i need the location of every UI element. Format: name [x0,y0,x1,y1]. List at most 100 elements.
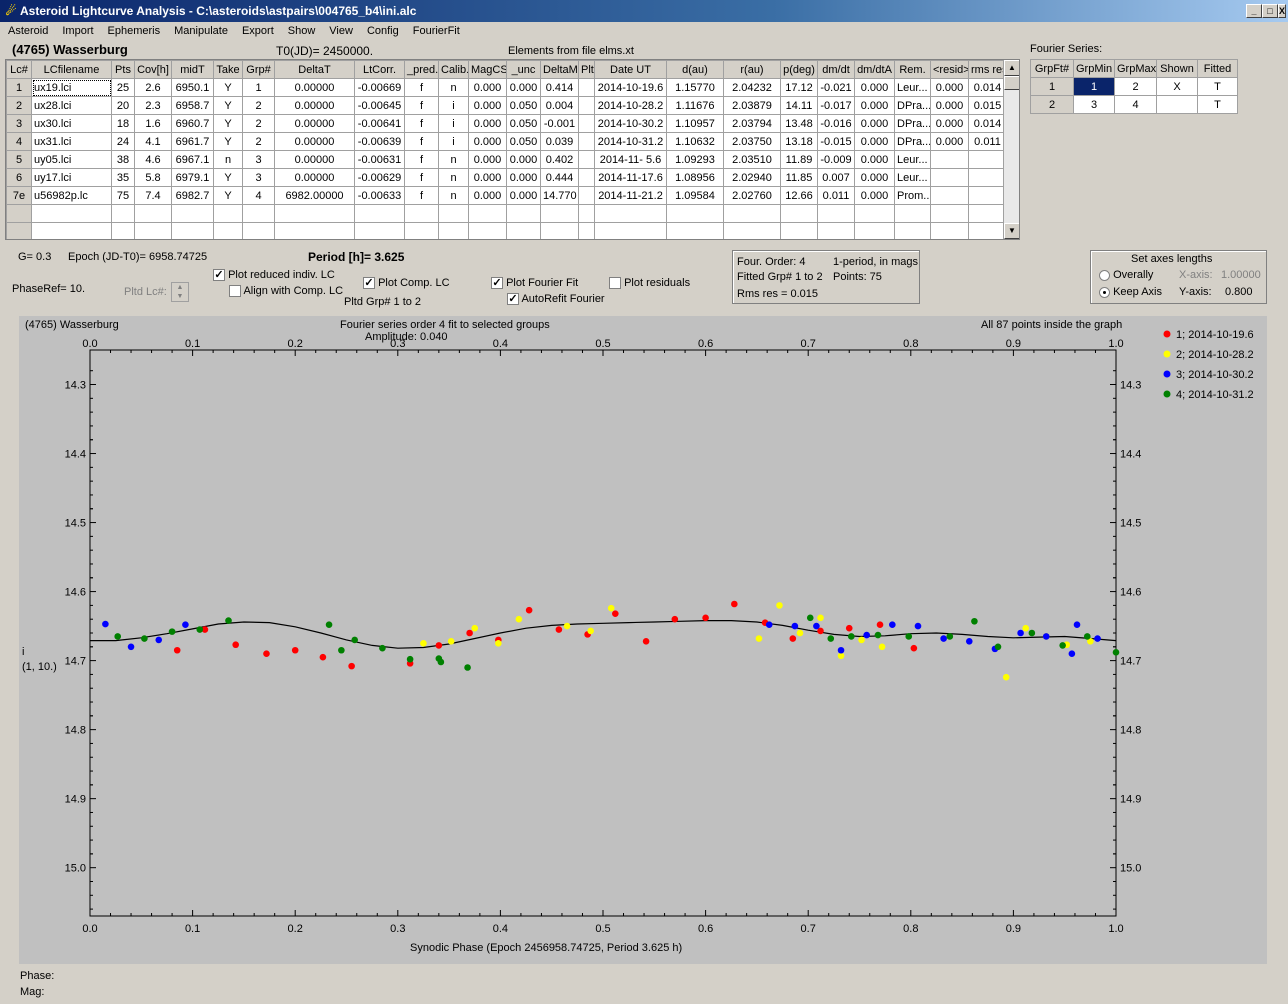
lc-cell[interactable]: 5 [6,150,32,169]
lc-cell[interactable]: ux30.lci [31,114,112,133]
lc-row[interactable]: 6 uy17.lci 35 5.8 6979.1 Y 3 0.00000 -0.00629 f n 0… [6,168,1007,187]
lc-column-header[interactable]: p(deg) [780,60,818,79]
lc-cell[interactable]: 6960.7 [171,114,214,133]
lc-cell[interactable]: 0.014 [968,78,1007,97]
lc-cell[interactable] [31,222,112,239]
lc-cell[interactable]: 2014-11-17.6 [594,168,667,187]
lc-cell[interactable] [930,168,969,187]
lc-cell[interactable]: 0.014 [968,114,1007,133]
lc-cell[interactable] [438,222,469,239]
plot-comp-checkbox[interactable]: ✓ Plot Comp. LC [363,277,450,290]
fourier-column-header[interactable]: GrpMax [1114,59,1157,78]
lc-cell[interactable]: -0.00639 [354,132,405,151]
lc-column-header[interactable]: Cov[h] [134,60,172,79]
align-comp-checkbox[interactable]: Align with Comp. LC [229,285,343,298]
lc-cell[interactable]: 1 [242,78,275,97]
lc-row[interactable]: 1 ux19.lci 25 2.6 6950.1 Y 1 0.00000 -0.00669 f n 0… [6,78,1007,97]
lc-cell[interactable]: 1.6 [134,114,172,133]
keep-axis-radio[interactable]: Keep Axis [1099,286,1162,298]
lc-cell[interactable]: 75 [111,186,135,205]
lc-cell[interactable]: i [438,132,469,151]
lightcurve-chart[interactable]: 0.0 0.0 0.1 0.1 0.2 0.2 0.3 0.3 0.4 0.4 0.5 0.5 0.6 0… [19,316,1267,964]
lc-cell[interactable] [666,222,724,239]
lc-cell[interactable]: 0.000 [854,150,895,169]
lc-cell[interactable] [111,222,135,239]
lc-cell[interactable]: 0.000 [468,114,507,133]
lc-cell[interactable] [242,204,275,223]
lc-row[interactable]: 7e u56982p.lc 75 7.4 6982.7 Y 4 6982.00000 -0.00… [6,186,1007,205]
lc-cell[interactable] [968,168,1007,187]
lc-cell[interactable] [723,222,781,239]
lc-cell[interactable]: DPra... [894,114,931,133]
lc-cell[interactable]: 0.050 [506,114,541,133]
lc-cell[interactable] [854,222,895,239]
lc-cell[interactable]: n [438,150,469,169]
lc-cell[interactable]: 4 [242,186,275,205]
lc-column-header[interactable]: Take [213,60,243,79]
lc-cell[interactable]: 0.000 [854,186,895,205]
lc-cell[interactable]: 13.18 [780,132,818,151]
lc-cell[interactable] [213,204,243,223]
lc-cell[interactable] [578,222,595,239]
lc-cell[interactable]: 5.8 [134,168,172,187]
lc-cell[interactable]: -0.015 [817,132,855,151]
fourier-cell[interactable]: 4 [1114,95,1157,114]
menu-ephemeris[interactable]: Ephemeris [107,25,161,37]
lc-cell[interactable]: -0.00631 [354,150,405,169]
lc-cell[interactable]: 6967.1 [171,150,214,169]
lc-cell[interactable]: 6961.7 [171,132,214,151]
lc-cell[interactable]: 0.000 [468,96,507,115]
lc-column-header[interactable]: d(au) [666,60,724,79]
lc-cell[interactable]: -0.016 [817,114,855,133]
lc-row[interactable]: 3 ux30.lci 18 1.6 6960.7 Y 2 0.00000 -0.00641 f i 0… [6,114,1007,133]
lc-cell[interactable]: -0.00633 [354,186,405,205]
lc-cell[interactable] [666,204,724,223]
autorefit-checkbox[interactable]: ✓ AutoRefit Fourier [507,293,605,306]
lc-cell[interactable]: Leur... [894,150,931,169]
lc-cell[interactable]: 20 [111,96,135,115]
lc-cell[interactable]: 2014-11-21.2 [594,186,667,205]
lc-cell[interactable]: 0.000 [468,150,507,169]
table-scrollbar[interactable]: ▲ ▼ [1003,60,1019,239]
lc-cell[interactable]: n [213,150,243,169]
lc-cell[interactable]: 1.09293 [666,150,724,169]
lc-column-header[interactable]: Rem. [894,60,931,79]
lc-row[interactable]: 4 ux31.lci 24 4.1 6961.7 Y 2 0.00000 -0.00639 f i 0… [6,132,1007,151]
lc-cell[interactable] [242,222,275,239]
scroll-down-icon[interactable]: ▼ [1004,223,1019,239]
lc-cell[interactable]: 6982.7 [171,186,214,205]
lc-cell[interactable]: u56982p.lc [31,186,112,205]
lc-column-header[interactable]: _unc [506,60,541,79]
overally-radio-button[interactable] [1099,269,1110,281]
lc-cell[interactable]: 0.000 [854,114,895,133]
lc-cell[interactable]: -0.00669 [354,78,405,97]
lc-cell[interactable]: n [438,168,469,187]
fourier-column-header[interactable]: Shown [1156,59,1198,78]
lc-cell[interactable]: 7e [6,186,32,205]
lc-cell[interactable] [780,222,818,239]
lc-cell[interactable]: 0.007 [817,168,855,187]
lc-cell[interactable]: -0.001 [540,114,579,133]
lc-cell[interactable]: 2014-10-19.6 [594,78,667,97]
lc-cell[interactable]: Leur... [894,168,931,187]
lc-cell[interactable] [968,186,1007,205]
lc-empty-row[interactable] [6,204,1007,223]
lc-cell[interactable]: 14.11 [780,96,818,115]
lc-column-header[interactable]: LtCorr. [354,60,405,79]
lc-column-header[interactable]: Pts [111,60,135,79]
lc-column-header[interactable]: Plt [578,60,595,79]
lc-cell[interactable]: f [404,186,439,205]
lc-cell[interactable]: 0.000 [506,186,541,205]
lc-cell[interactable] [468,204,507,223]
lc-cell[interactable] [930,186,969,205]
lc-cell[interactable]: 1.09584 [666,186,724,205]
lc-cell[interactable] [111,204,135,223]
lc-cell[interactable] [134,222,172,239]
lc-cell[interactable] [578,168,595,187]
lc-cell[interactable]: 3 [6,114,32,133]
lc-cell[interactable]: 0.000 [506,78,541,97]
epoch-value[interactable]: Epoch (JD-T0)= 6958.74725 [68,251,208,263]
lc-cell[interactable]: 0.000 [854,168,895,187]
lc-column-header[interactable]: DeltaT [274,60,355,79]
